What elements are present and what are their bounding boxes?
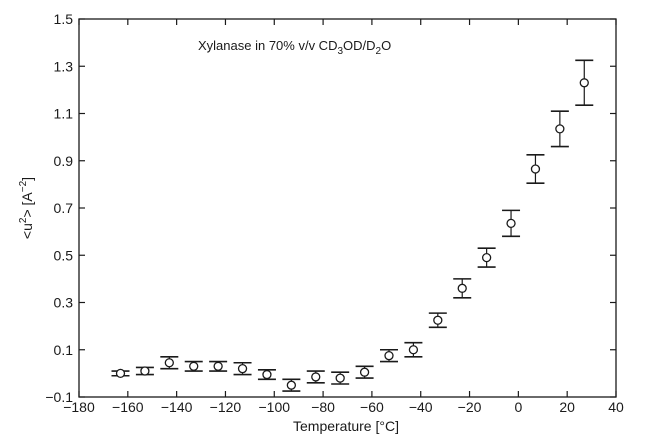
y-axis: −0.1 0.1 0.3 0.5 0.7 0.9 1.1 1.3 1.5 — [45, 11, 616, 405]
data-point — [453, 278, 472, 299]
x-tick-label: −60 — [360, 399, 384, 415]
point-marker — [555, 124, 565, 134]
data-point — [379, 348, 398, 363]
data-point — [575, 59, 594, 107]
x-axis: −180 −160 −140 −120 −100 −80 −60 −40 −20 0 20 40 — [63, 19, 624, 415]
x-tick-label: −140 — [161, 399, 193, 415]
point-marker — [115, 368, 126, 379]
data-point — [209, 360, 228, 372]
point-marker — [579, 78, 589, 88]
point-marker — [311, 372, 321, 382]
data-points — [111, 59, 594, 392]
point-marker — [359, 367, 370, 377]
data-point — [233, 361, 252, 376]
point-marker — [213, 361, 223, 371]
x-tick-label: 20 — [559, 399, 575, 415]
data-point — [282, 378, 301, 392]
data-point — [135, 366, 154, 376]
point-marker — [335, 373, 345, 383]
x-tick-label: −20 — [458, 399, 482, 415]
y-tick-label: 1.3 — [54, 58, 74, 74]
chart-annotation: Xylanase in 70% v/v CD3OD/D2O — [198, 38, 391, 57]
data-point — [184, 360, 203, 372]
data-point — [160, 356, 179, 370]
point-marker — [189, 361, 199, 371]
plot-frame — [78, 18, 617, 398]
y-tick-label: 1.1 — [54, 106, 74, 122]
x-tick-label: −160 — [112, 399, 144, 415]
data-point — [355, 365, 374, 379]
point-marker — [506, 218, 516, 229]
x-tick-label: −40 — [409, 399, 433, 415]
point-marker — [164, 358, 174, 368]
y-tick-label: 1.5 — [54, 11, 74, 27]
x-tick-label: −180 — [63, 399, 95, 415]
point-marker — [457, 283, 467, 293]
y-tick-label: 0.9 — [54, 153, 74, 169]
x-tick-label: −120 — [210, 399, 242, 415]
point-marker — [433, 315, 443, 325]
y-tick-label: 0.3 — [54, 295, 74, 311]
data-point — [428, 312, 447, 329]
x-tick-label: 0 — [514, 399, 522, 415]
x-tick-label: −80 — [311, 399, 335, 415]
data-point — [331, 371, 350, 385]
data-point — [502, 209, 521, 238]
point-marker — [481, 252, 492, 263]
point-marker — [286, 380, 297, 390]
data-point — [477, 247, 496, 268]
point-marker — [530, 164, 541, 174]
y-axis-label: <u2> [A−2] — [18, 177, 35, 239]
y-tick-label: −0.1 — [45, 389, 73, 405]
point-marker — [408, 345, 419, 355]
point-marker — [140, 366, 150, 376]
data-point — [404, 341, 423, 358]
data-point — [111, 368, 130, 379]
point-marker — [237, 363, 248, 374]
data-point — [550, 110, 569, 148]
x-axis-label: Temperature [°C] — [293, 418, 399, 434]
data-point — [306, 370, 325, 384]
y-tick-label: 0.7 — [54, 200, 74, 216]
x-tick-label: 40 — [608, 399, 624, 415]
x-tick-label: −100 — [258, 399, 290, 415]
point-marker — [262, 369, 272, 380]
data-point — [526, 154, 545, 184]
y-tick-label: 0.5 — [54, 247, 74, 263]
point-marker — [384, 351, 394, 361]
y-tick-label: 0.1 — [54, 342, 74, 358]
data-point — [257, 369, 276, 381]
